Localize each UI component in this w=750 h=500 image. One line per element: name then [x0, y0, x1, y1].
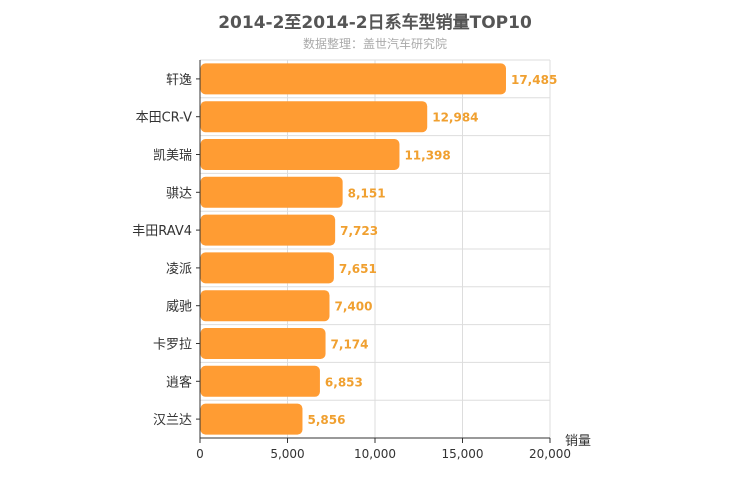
bars: [200, 63, 506, 435]
bar[interactable]: [200, 101, 428, 133]
value-label: 5,856: [307, 413, 345, 427]
y-axis: [196, 60, 201, 438]
bar[interactable]: [200, 139, 400, 170]
value-label: 12,984: [432, 111, 478, 125]
x-tick-label: 10,000: [354, 447, 396, 461]
value-label: 6,853: [325, 375, 363, 389]
x-tick-label: 0: [196, 447, 204, 461]
category-label: 丰田RAV4: [132, 224, 192, 239]
value-label: 8,151: [348, 186, 386, 200]
value-label: 7,651: [339, 262, 377, 276]
bar[interactable]: [200, 252, 334, 284]
chart-subtitle: 数据整理：盖世汽车研究院: [302, 37, 447, 51]
value-label: 11,398: [404, 149, 450, 163]
bar[interactable]: [200, 214, 336, 246]
x-axis-label: 销量: [565, 434, 591, 449]
category-label: 本田CR-V: [136, 111, 193, 126]
x-axis: 0 5,000 10,000 15,000 20,000: [196, 437, 571, 461]
category-label: 威驰: [166, 300, 192, 315]
bar[interactable]: [200, 403, 303, 435]
value-label: 7,174: [331, 338, 369, 352]
value-label: 7,723: [340, 224, 378, 238]
bar[interactable]: [200, 63, 506, 95]
value-labels: 17,485 12,984 11,398 8,151 7,723 7,651 7,400 7,…: [307, 73, 557, 427]
x-tick-label: 5,000: [270, 447, 304, 461]
bar[interactable]: [200, 290, 330, 322]
chart-title: 2014-2至2014-2日系车型销量TOP10: [218, 13, 532, 33]
bar[interactable]: [200, 365, 320, 397]
category-label: 汉兰达: [153, 413, 192, 428]
value-label: 17,485: [511, 73, 557, 87]
bar[interactable]: [200, 328, 326, 359]
category-label: 凯美瑞: [153, 149, 192, 164]
category-label: 轩逸: [166, 73, 192, 88]
x-tick-label: 20,000: [529, 447, 571, 461]
category-label: 骐达: [166, 186, 192, 201]
category-label: 逍客: [166, 374, 192, 390]
value-label: 7,400: [335, 300, 373, 314]
category-label: 凌派: [166, 262, 192, 277]
bar[interactable]: [200, 176, 343, 208]
category-label: 卡罗拉: [153, 338, 192, 353]
x-tick-label: 15,000: [442, 447, 484, 461]
